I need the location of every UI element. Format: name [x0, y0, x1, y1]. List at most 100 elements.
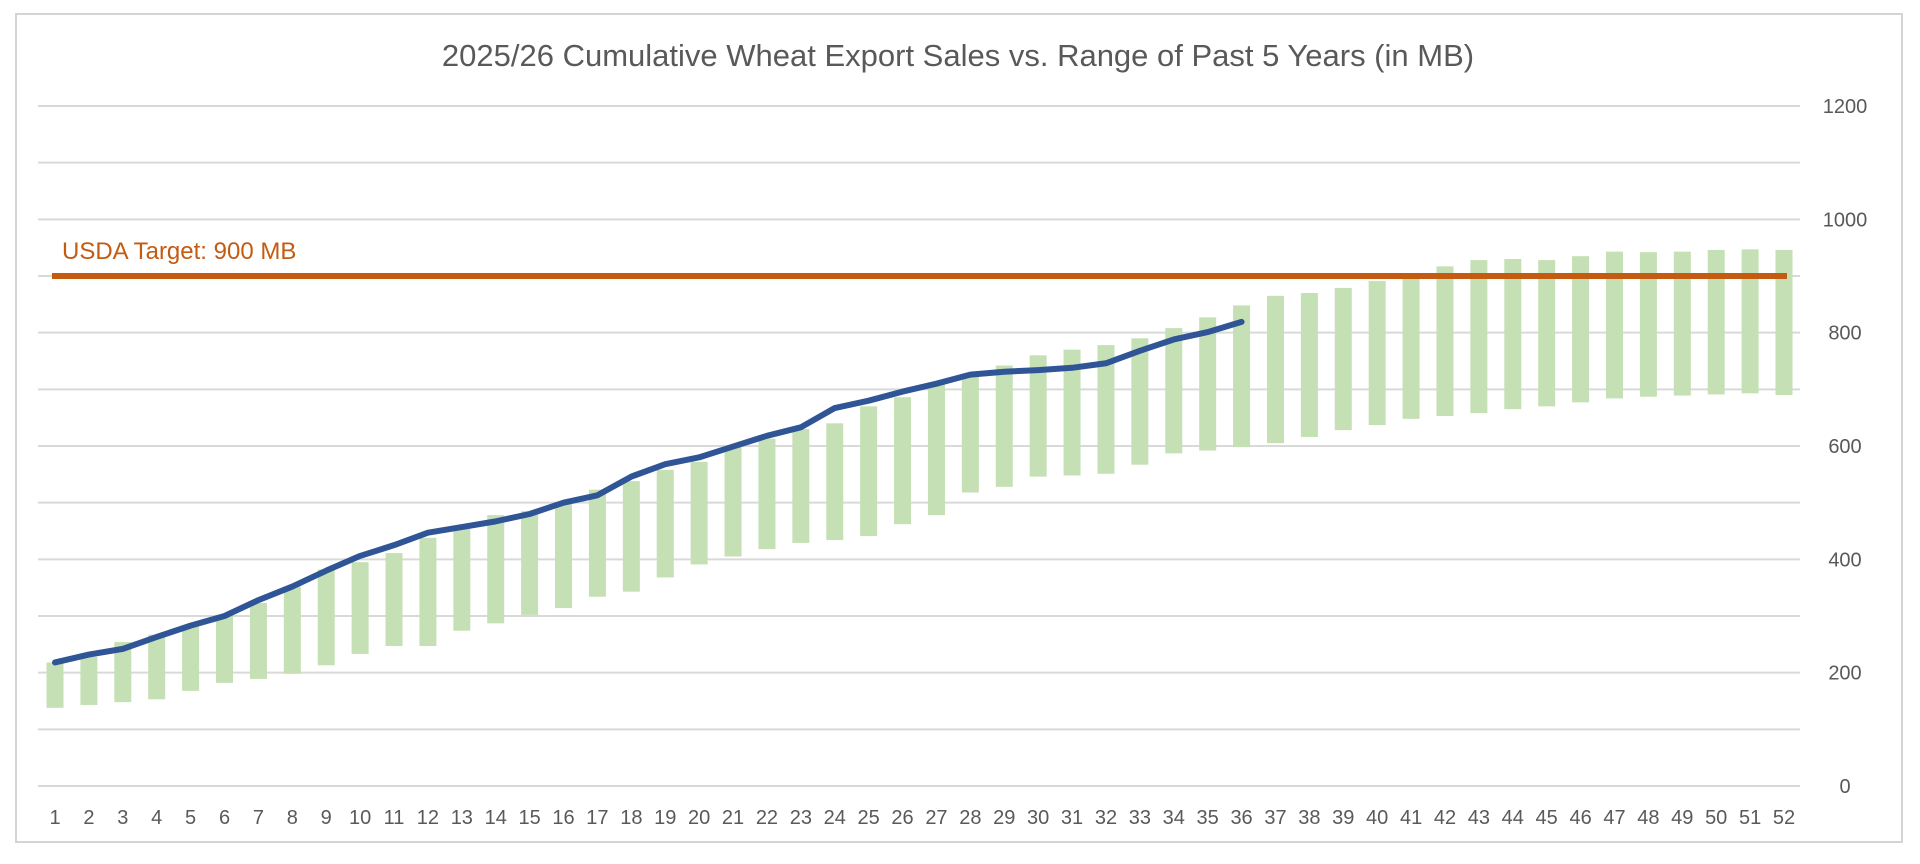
x-tick-label: 7 [253, 807, 264, 829]
range-bar [182, 626, 200, 691]
x-tick-label: 44 [1502, 807, 1524, 829]
x-tick-label: 19 [654, 807, 676, 829]
x-tick-label: 34 [1163, 807, 1185, 829]
range-bar [249, 602, 267, 679]
x-tick-label: 16 [552, 807, 574, 829]
range-bar [1131, 338, 1149, 465]
x-tick-label: 37 [1264, 807, 1286, 829]
x-tick-label: 42 [1434, 807, 1456, 829]
x-tick-label: 41 [1400, 807, 1422, 829]
range-bar [1741, 249, 1759, 394]
x-tick-label: 43 [1468, 807, 1490, 829]
range-bar [1470, 260, 1488, 414]
range-bar [622, 481, 640, 592]
range-bar [1233, 305, 1251, 448]
range-bar [860, 406, 878, 537]
range-bar [351, 562, 369, 654]
range-bar [1334, 287, 1352, 431]
x-tick-label: 26 [891, 807, 913, 829]
y-tick-label: 200 [1828, 663, 1861, 685]
x-tick-label: 51 [1739, 807, 1761, 829]
x-tick-label: 45 [1536, 807, 1558, 829]
range-bar [1097, 345, 1115, 474]
y-tick-label: 1000 [1823, 209, 1868, 231]
x-tick-label: 11 [384, 807, 405, 829]
x-tick-label: 39 [1332, 807, 1354, 829]
range-bar [80, 656, 98, 705]
x-axis-ticks: 1 2 3 4 5 6 7 8 9 10 11 12 13 14 15 16 17 18 19 20 21 22 23 24 2… [49, 807, 1795, 829]
range-bar [487, 515, 505, 624]
usda-target-label: USDA Target: 900 MB [62, 238, 296, 265]
range-bar [690, 461, 708, 565]
x-tick-label: 6 [219, 807, 230, 829]
x-tick-label: 38 [1298, 807, 1320, 829]
range-bar [114, 642, 132, 703]
range-bar [927, 382, 945, 516]
x-tick-label: 52 [1773, 807, 1795, 829]
range-bar [521, 511, 539, 615]
range-bar [283, 586, 301, 674]
range-bar [588, 489, 606, 597]
range-bar [1504, 259, 1522, 410]
x-tick-label: 2 [83, 807, 94, 829]
range-bar [1436, 266, 1454, 416]
x-tick-label: 47 [1603, 807, 1625, 829]
y-tick-label: 800 [1828, 323, 1861, 345]
range-bar [1266, 295, 1284, 444]
chart-frame [15, 13, 1903, 843]
x-tick-label: 22 [756, 807, 778, 829]
y-tick-label: 400 [1828, 549, 1861, 571]
range-bar [216, 614, 234, 683]
range-bar [894, 397, 912, 525]
range-bar [46, 662, 64, 708]
range-bar [1368, 281, 1386, 426]
range-bar [995, 365, 1013, 487]
chart-title: 2025/26 Cumulative Wheat Export Sales vs… [442, 38, 1474, 73]
x-tick-label: 32 [1095, 807, 1117, 829]
range-bar [419, 537, 437, 647]
x-tick-label: 1 [49, 807, 60, 829]
range-bar [1673, 251, 1691, 396]
range-bar [792, 429, 810, 543]
range-bars [46, 249, 1793, 708]
sales-line [52, 318, 1245, 666]
x-tick-label: 49 [1671, 807, 1693, 829]
range-bar [1402, 276, 1420, 419]
x-tick-label: 3 [117, 807, 128, 829]
range-bar [1707, 249, 1725, 395]
x-tick-label: 5 [185, 807, 196, 829]
x-tick-label: 15 [519, 807, 541, 829]
y-tick-label: 1200 [1823, 96, 1868, 118]
range-bar [1572, 256, 1590, 403]
range-bar [148, 634, 166, 700]
x-tick-label: 10 [349, 807, 371, 829]
x-tick-label: 28 [959, 807, 981, 829]
range-bar [453, 525, 471, 631]
x-tick-label: 33 [1129, 807, 1151, 829]
range-bar [826, 423, 844, 541]
x-tick-label: 46 [1569, 807, 1591, 829]
x-tick-label: 36 [1230, 807, 1252, 829]
range-bar [1029, 355, 1047, 477]
sales-line-group [52, 318, 1245, 666]
x-tick-label: 4 [151, 807, 162, 829]
x-tick-label: 23 [790, 807, 812, 829]
range-bar [724, 447, 742, 557]
x-tick-label: 25 [858, 807, 880, 829]
x-tick-label: 13 [451, 807, 473, 829]
x-tick-label: 18 [620, 807, 642, 829]
x-tick-label: 14 [485, 807, 507, 829]
y-axis-ticks: 0 200 400 600 800 1000 1200 [1823, 96, 1868, 798]
x-tick-label: 40 [1366, 807, 1388, 829]
range-bar [1639, 252, 1657, 397]
range-bar [656, 469, 674, 578]
x-tick-label: 30 [1027, 807, 1049, 829]
range-bar [385, 553, 403, 647]
x-tick-label: 17 [586, 807, 608, 829]
x-tick-label: 50 [1705, 807, 1727, 829]
gridlines [38, 105, 1800, 787]
range-bar [961, 375, 979, 493]
x-tick-label: 21 [722, 807, 744, 829]
range-bar [1063, 349, 1081, 476]
